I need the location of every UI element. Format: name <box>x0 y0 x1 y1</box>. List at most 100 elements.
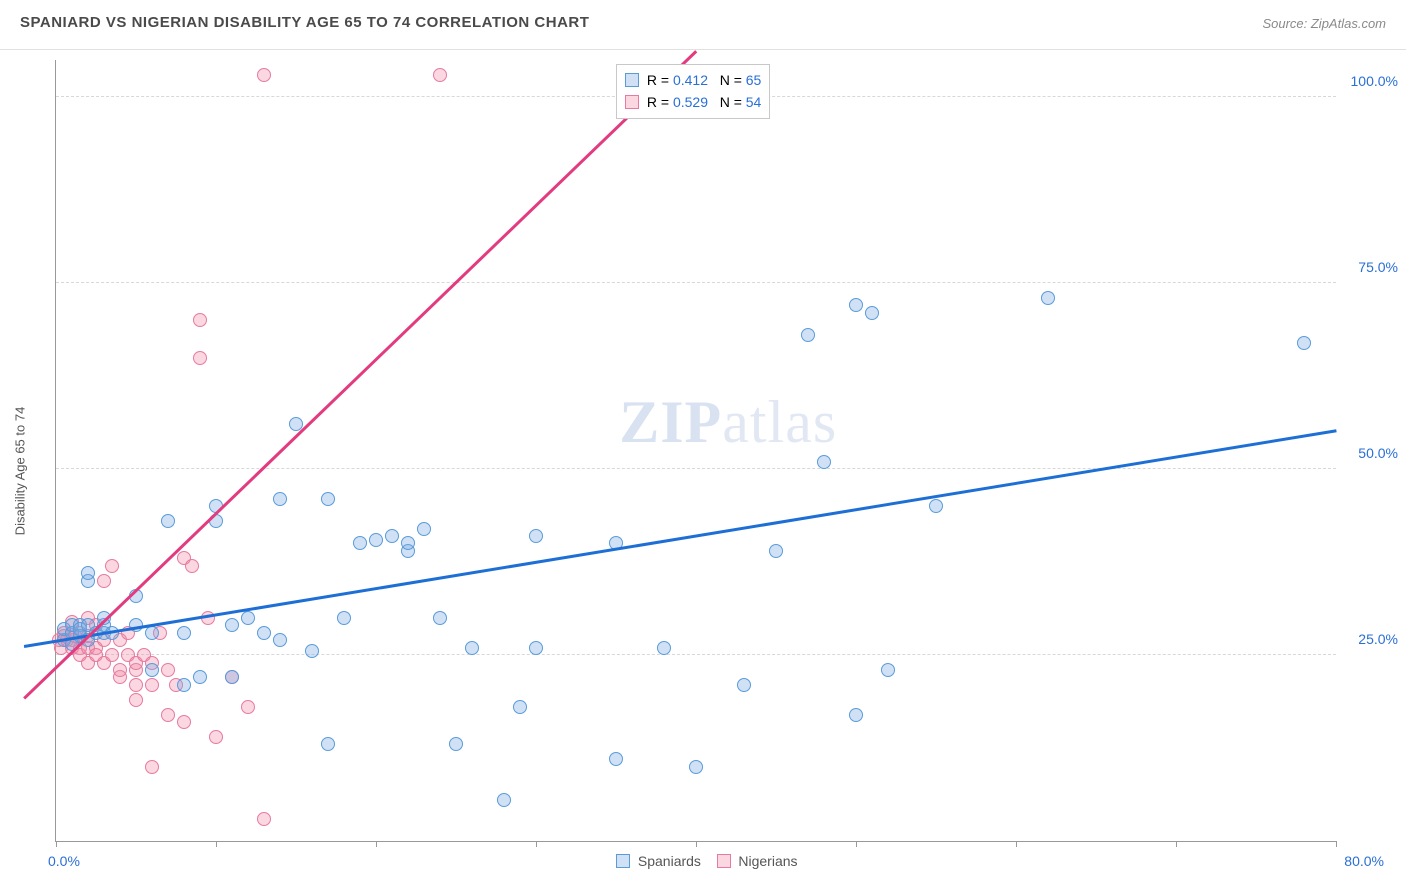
watermark-bold: ZIP <box>619 389 722 455</box>
data-point-nigerians <box>241 700 255 714</box>
y-axis-label: Disability Age 65 to 74 <box>13 407 28 536</box>
x-tick <box>536 841 537 847</box>
legend-label-spaniards: Spaniards <box>638 853 701 869</box>
data-point-spaniards <box>193 670 207 684</box>
x-tick <box>856 841 857 847</box>
data-point-spaniards <box>513 700 527 714</box>
data-point-nigerians <box>129 678 143 692</box>
trendline-spaniards <box>24 429 1336 647</box>
data-point-spaniards <box>337 611 351 625</box>
data-point-nigerians <box>433 68 447 82</box>
data-point-spaniards <box>529 641 543 655</box>
watermark-light: atlas <box>722 389 837 455</box>
data-point-nigerians <box>193 351 207 365</box>
x-tick-label-max: 80.0% <box>1344 853 1384 869</box>
legend-series: Spaniards Nigerians <box>616 853 813 869</box>
data-point-spaniards <box>177 626 191 640</box>
data-point-spaniards <box>801 328 815 342</box>
data-point-spaniards <box>225 618 239 632</box>
data-point-spaniards <box>689 760 703 774</box>
data-point-nigerians <box>105 648 119 662</box>
data-point-spaniards <box>849 298 863 312</box>
data-point-nigerians <box>161 663 175 677</box>
title-bar: SPANIARD VS NIGERIAN DISABILITY AGE 65 T… <box>0 0 1406 50</box>
legend-n-label: N = <box>720 94 742 110</box>
data-point-nigerians <box>177 715 191 729</box>
data-point-nigerians <box>145 760 159 774</box>
legend-r-value-nigerians: 0.529 <box>673 94 708 110</box>
legend-r-label: R = <box>647 94 669 110</box>
x-tick <box>1176 841 1177 847</box>
data-point-nigerians <box>145 678 159 692</box>
legend-stats: R = 0.412 N = 65 R = 0.529 N = 54 <box>616 64 770 119</box>
data-point-spaniards <box>497 793 511 807</box>
x-tick <box>56 841 57 847</box>
data-point-spaniards <box>369 533 383 547</box>
data-point-spaniards <box>609 752 623 766</box>
data-point-spaniards <box>769 544 783 558</box>
data-point-spaniards <box>401 536 415 550</box>
data-point-nigerians <box>97 574 111 588</box>
plot-area: Disability Age 65 to 74 ZIPatlas 25.0%50… <box>40 50 1406 892</box>
x-tick-label-min: 0.0% <box>48 853 80 869</box>
legend-stats-row-spaniards: R = 0.412 N = 65 <box>625 69 761 91</box>
data-point-nigerians <box>257 812 271 826</box>
data-point-spaniards <box>881 663 895 677</box>
data-point-spaniards <box>1041 291 1055 305</box>
data-point-spaniards <box>161 514 175 528</box>
scatter-plot: ZIPatlas 25.0%50.0%75.0%100.0%0.0%80.0% … <box>55 60 1336 842</box>
data-point-nigerians <box>113 663 127 677</box>
legend-swatch-spaniards <box>625 73 639 87</box>
x-tick <box>216 841 217 847</box>
x-tick <box>696 841 697 847</box>
x-tick <box>1336 841 1337 847</box>
legend-n-label: N = <box>720 72 742 88</box>
gridline-h <box>56 654 1336 655</box>
data-point-spaniards <box>657 641 671 655</box>
legend-r-value-spaniards: 0.412 <box>673 72 708 88</box>
data-point-nigerians <box>185 559 199 573</box>
data-point-spaniards <box>817 455 831 469</box>
data-point-spaniards <box>145 663 159 677</box>
data-point-nigerians <box>193 313 207 327</box>
data-point-spaniards <box>865 306 879 320</box>
y-tick-label: 75.0% <box>1358 259 1398 275</box>
data-point-spaniards <box>353 536 367 550</box>
data-point-spaniards <box>1297 336 1311 350</box>
legend-label-nigerians: Nigerians <box>738 853 797 869</box>
legend-n-value-spaniards: 65 <box>746 72 762 88</box>
data-point-nigerians <box>257 68 271 82</box>
gridline-h <box>56 282 1336 283</box>
data-point-spaniards <box>81 566 95 580</box>
data-point-spaniards <box>321 492 335 506</box>
y-tick-label: 50.0% <box>1358 445 1398 461</box>
data-point-spaniards <box>273 492 287 506</box>
legend-r-label: R = <box>647 72 669 88</box>
data-point-spaniards <box>529 529 543 543</box>
watermark: ZIPatlas <box>619 388 837 457</box>
data-point-spaniards <box>849 708 863 722</box>
data-point-spaniards <box>385 529 399 543</box>
source-label: Source: ZipAtlas.com <box>1262 16 1386 31</box>
data-point-spaniards <box>305 644 319 658</box>
data-point-spaniards <box>321 737 335 751</box>
legend-swatch-spaniards <box>616 854 630 868</box>
data-point-spaniards <box>225 670 239 684</box>
data-point-spaniards <box>177 678 191 692</box>
data-point-spaniards <box>145 626 159 640</box>
legend-n-value-nigerians: 54 <box>746 94 762 110</box>
gridline-h <box>56 468 1336 469</box>
y-tick-label: 25.0% <box>1358 631 1398 647</box>
data-point-spaniards <box>737 678 751 692</box>
legend-swatch-nigerians <box>717 854 731 868</box>
y-tick-label: 100.0% <box>1351 73 1398 89</box>
data-point-spaniards <box>929 499 943 513</box>
x-tick <box>376 841 377 847</box>
data-point-nigerians <box>161 708 175 722</box>
data-point-spaniards <box>241 611 255 625</box>
legend-stats-row-nigerians: R = 0.529 N = 54 <box>625 91 761 113</box>
data-point-spaniards <box>417 522 431 536</box>
data-point-nigerians <box>129 693 143 707</box>
trendline-nigerians <box>23 50 697 699</box>
data-point-spaniards <box>257 626 271 640</box>
